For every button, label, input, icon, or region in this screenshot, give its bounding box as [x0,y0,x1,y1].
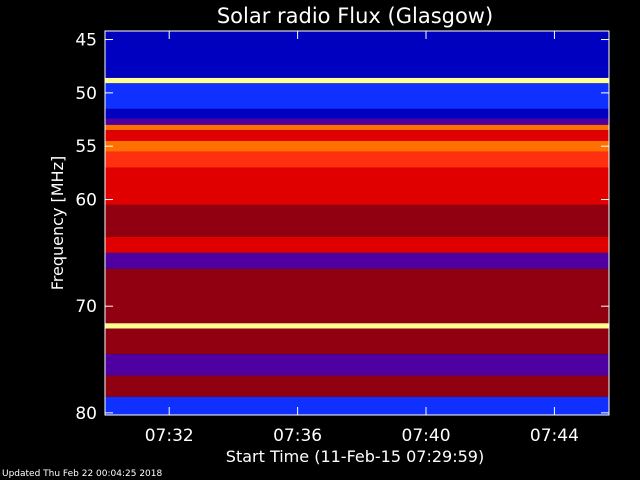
y-tick-label: 80 [75,404,97,424]
frequency-band [105,236,609,253]
frequency-band [105,204,609,237]
heatmap-area [105,31,609,415]
frequency-band [105,375,609,397]
y-axis-label: Frequency [MHz] [48,156,67,290]
frequency-band [105,268,609,324]
frequency-band [105,124,609,131]
x-tick-label: 07:36 [273,426,322,446]
frequency-band [105,77,609,84]
frequency-band [105,108,609,119]
frequency-band [105,396,609,415]
frequency-band [105,167,609,205]
frequency-band [105,151,609,168]
frequency-band [105,140,609,152]
frequency-band [105,328,609,355]
frequency-band [105,118,609,125]
y-tick-label: 55 [75,137,97,157]
frequency-band [105,323,609,329]
frequency-band [105,130,609,141]
frequency-band [105,252,609,269]
frequency-band [105,39,609,78]
x-axis-label: Start Time (11-Feb-15 07:29:59) [226,447,484,466]
x-tick-label: 07:44 [530,426,579,446]
frequency-band [105,354,609,376]
frequency-band [105,31,609,40]
x-tick-label: 07:40 [402,426,451,446]
x-tick-label: 07:32 [145,426,194,446]
chart-title: Solar radio Flux (Glasgow) [217,4,493,28]
y-tick-label: 45 [75,31,97,51]
frequency-band [105,83,609,109]
axes: 45 50 55 60 70 80 07:32 07:36 07:40 07:44 [75,31,609,446]
y-tick-label: 70 [75,297,97,317]
plot-frame [104,30,610,416]
y-tick-label: 60 [75,191,97,211]
updated-timestamp: Updated Thu Feb 22 00:04:25 2018 [2,469,163,479]
y-tick-label: 50 [75,84,97,104]
